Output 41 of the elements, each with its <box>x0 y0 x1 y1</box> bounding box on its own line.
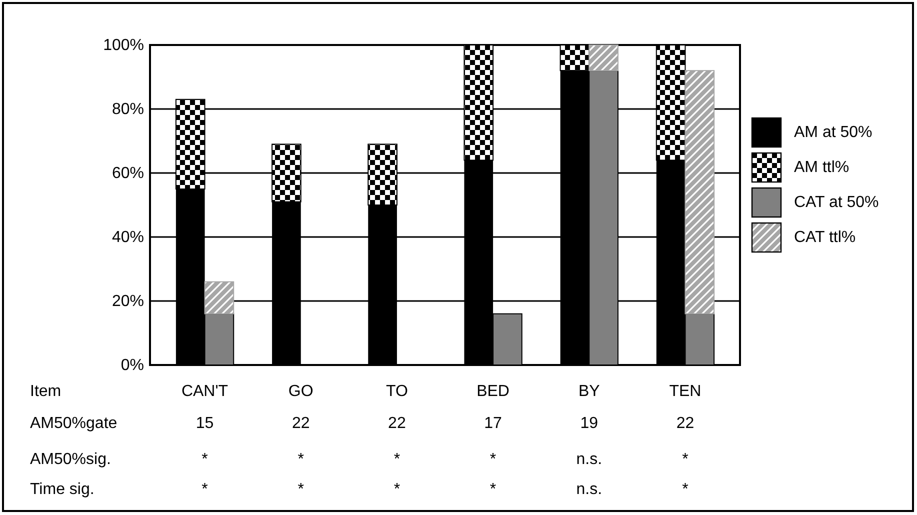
text: * <box>202 451 208 468</box>
text: 22 <box>292 415 310 432</box>
text: n.s. <box>576 451 602 468</box>
y-tick-label: 80% <box>112 101 144 118</box>
text: BY <box>578 383 600 400</box>
text: * <box>490 481 496 498</box>
text: GO <box>288 383 314 400</box>
text: * <box>490 451 496 468</box>
y-tick-label: 20% <box>112 293 144 310</box>
bar <box>204 281 234 314</box>
text: Item <box>30 383 62 400</box>
text: 19 <box>580 415 598 432</box>
text: AM50%gate <box>30 415 118 432</box>
text: Time sig. <box>30 481 94 498</box>
text: BED <box>476 383 510 400</box>
text: 22 <box>676 415 694 432</box>
legend-label: AM ttl% <box>794 159 850 176</box>
text: * <box>682 481 688 498</box>
text: TEN <box>669 383 702 400</box>
text: * <box>682 451 688 468</box>
text: 22 <box>388 415 406 432</box>
text: * <box>298 481 304 498</box>
text: TO <box>386 383 408 400</box>
y-tick-label: 60% <box>112 165 144 182</box>
y-tick-label: 40% <box>112 229 144 246</box>
legend-label: AM at 50% <box>794 124 872 142</box>
text: * <box>202 481 208 498</box>
text: * <box>394 451 400 468</box>
text: 15 <box>196 415 214 432</box>
text: * <box>394 481 400 498</box>
text: AM50%sig. <box>30 451 111 468</box>
text: CAN'T <box>181 383 228 400</box>
bar <box>588 44 618 72</box>
bar <box>684 70 715 314</box>
y-tick-label: 0% <box>120 357 144 374</box>
text: * <box>298 451 304 468</box>
text: n.s. <box>576 481 602 498</box>
text: 17 <box>484 415 502 432</box>
legend-label: CAT at 50% <box>794 194 879 212</box>
legend-label: CAT ttl% <box>794 229 856 246</box>
y-tick-label: 100% <box>103 37 144 54</box>
